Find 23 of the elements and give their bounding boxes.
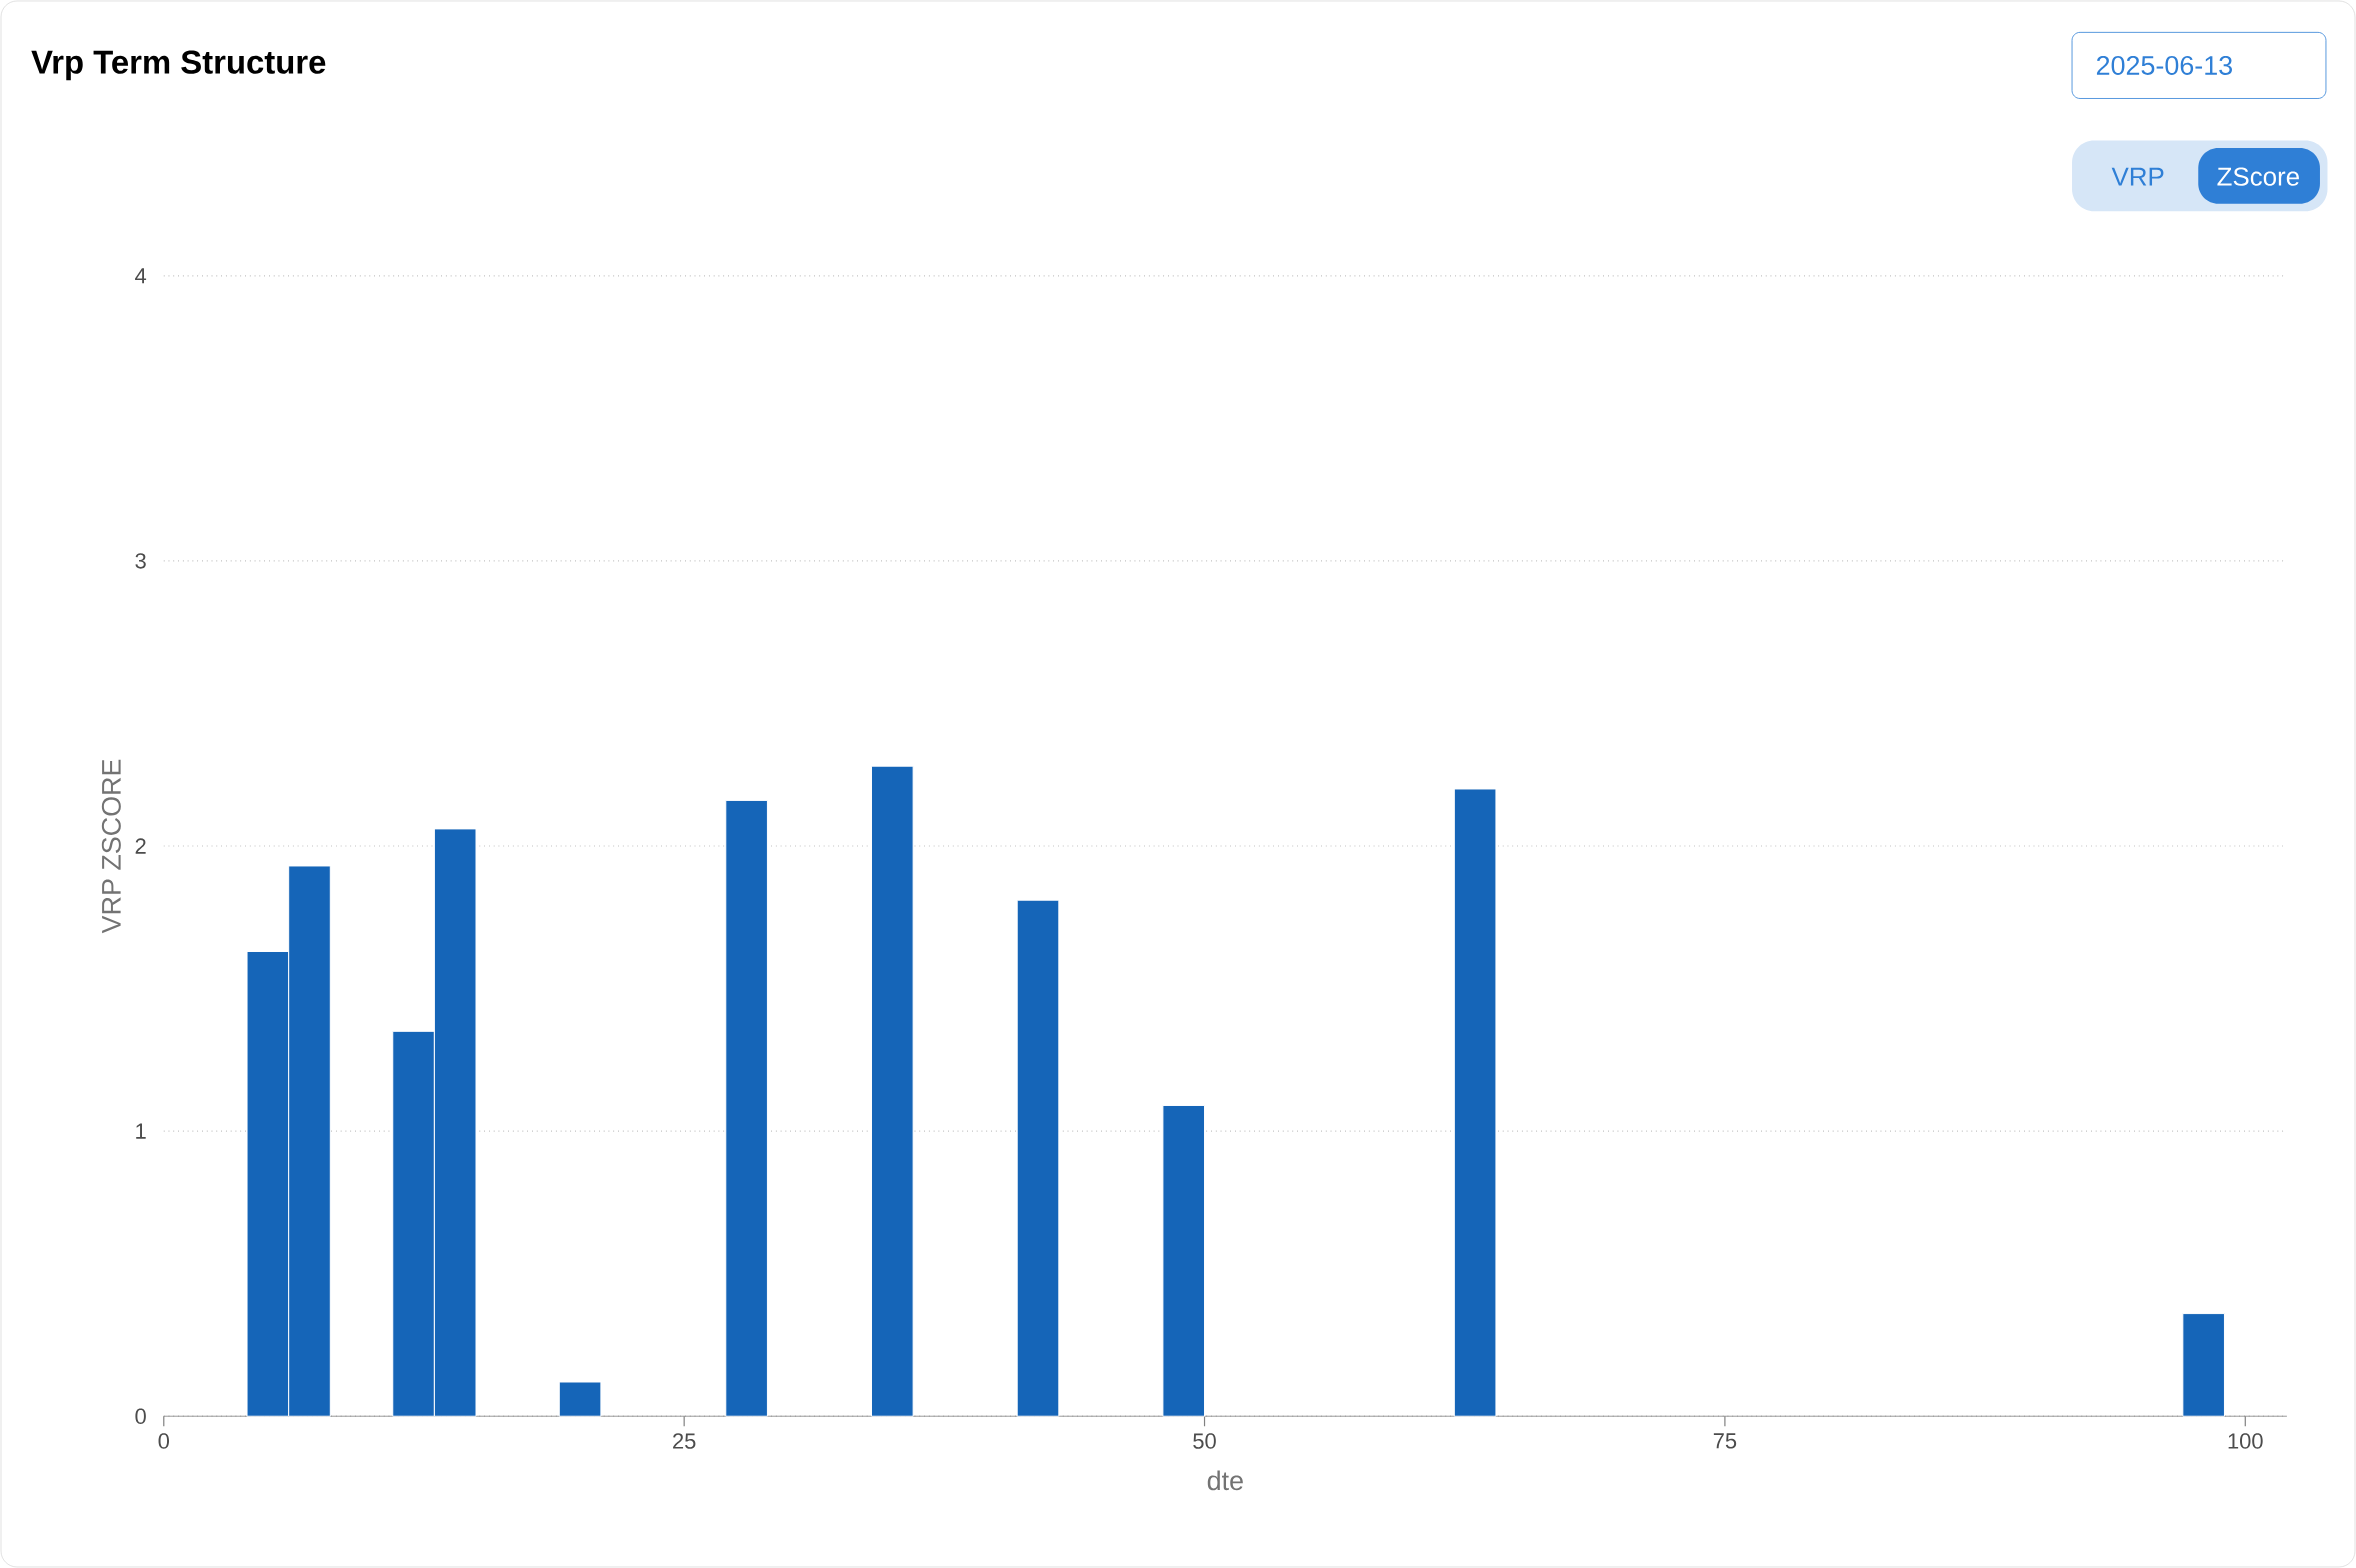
x-tick-label: 0 bbox=[158, 1433, 170, 1449]
y-tick-label: 3 bbox=[135, 553, 146, 569]
x-tick-label: 100 bbox=[2228, 1433, 2263, 1449]
y-axis-title: VRP ZSCORE bbox=[101, 759, 121, 934]
bar bbox=[725, 799, 768, 1417]
y-tick-label: 2 bbox=[135, 838, 146, 854]
chart-title: Vrp Term Structure bbox=[31, 50, 326, 81]
x-axis-title: dte bbox=[1207, 1470, 1243, 1491]
y-tick-label: 1 bbox=[136, 1123, 146, 1139]
bar bbox=[1162, 1104, 1206, 1417]
y-tick-label: 0 bbox=[135, 1408, 146, 1424]
bar bbox=[1453, 788, 1497, 1417]
bar bbox=[1016, 899, 1060, 1417]
text: VRP bbox=[2111, 167, 2164, 186]
bar bbox=[558, 1381, 602, 1417]
y-tick-label: 4 bbox=[135, 268, 147, 284]
bar bbox=[2182, 1313, 2225, 1417]
x-tick-label: 25 bbox=[673, 1433, 696, 1449]
bar bbox=[870, 765, 914, 1417]
x-tick-label: 75 bbox=[1713, 1433, 1737, 1449]
chart-subtitle: 2025-06-13 bbox=[2096, 55, 2232, 75]
x-tick-label: 50 bbox=[1193, 1433, 1216, 1449]
text: ZScore bbox=[2217, 167, 2299, 186]
